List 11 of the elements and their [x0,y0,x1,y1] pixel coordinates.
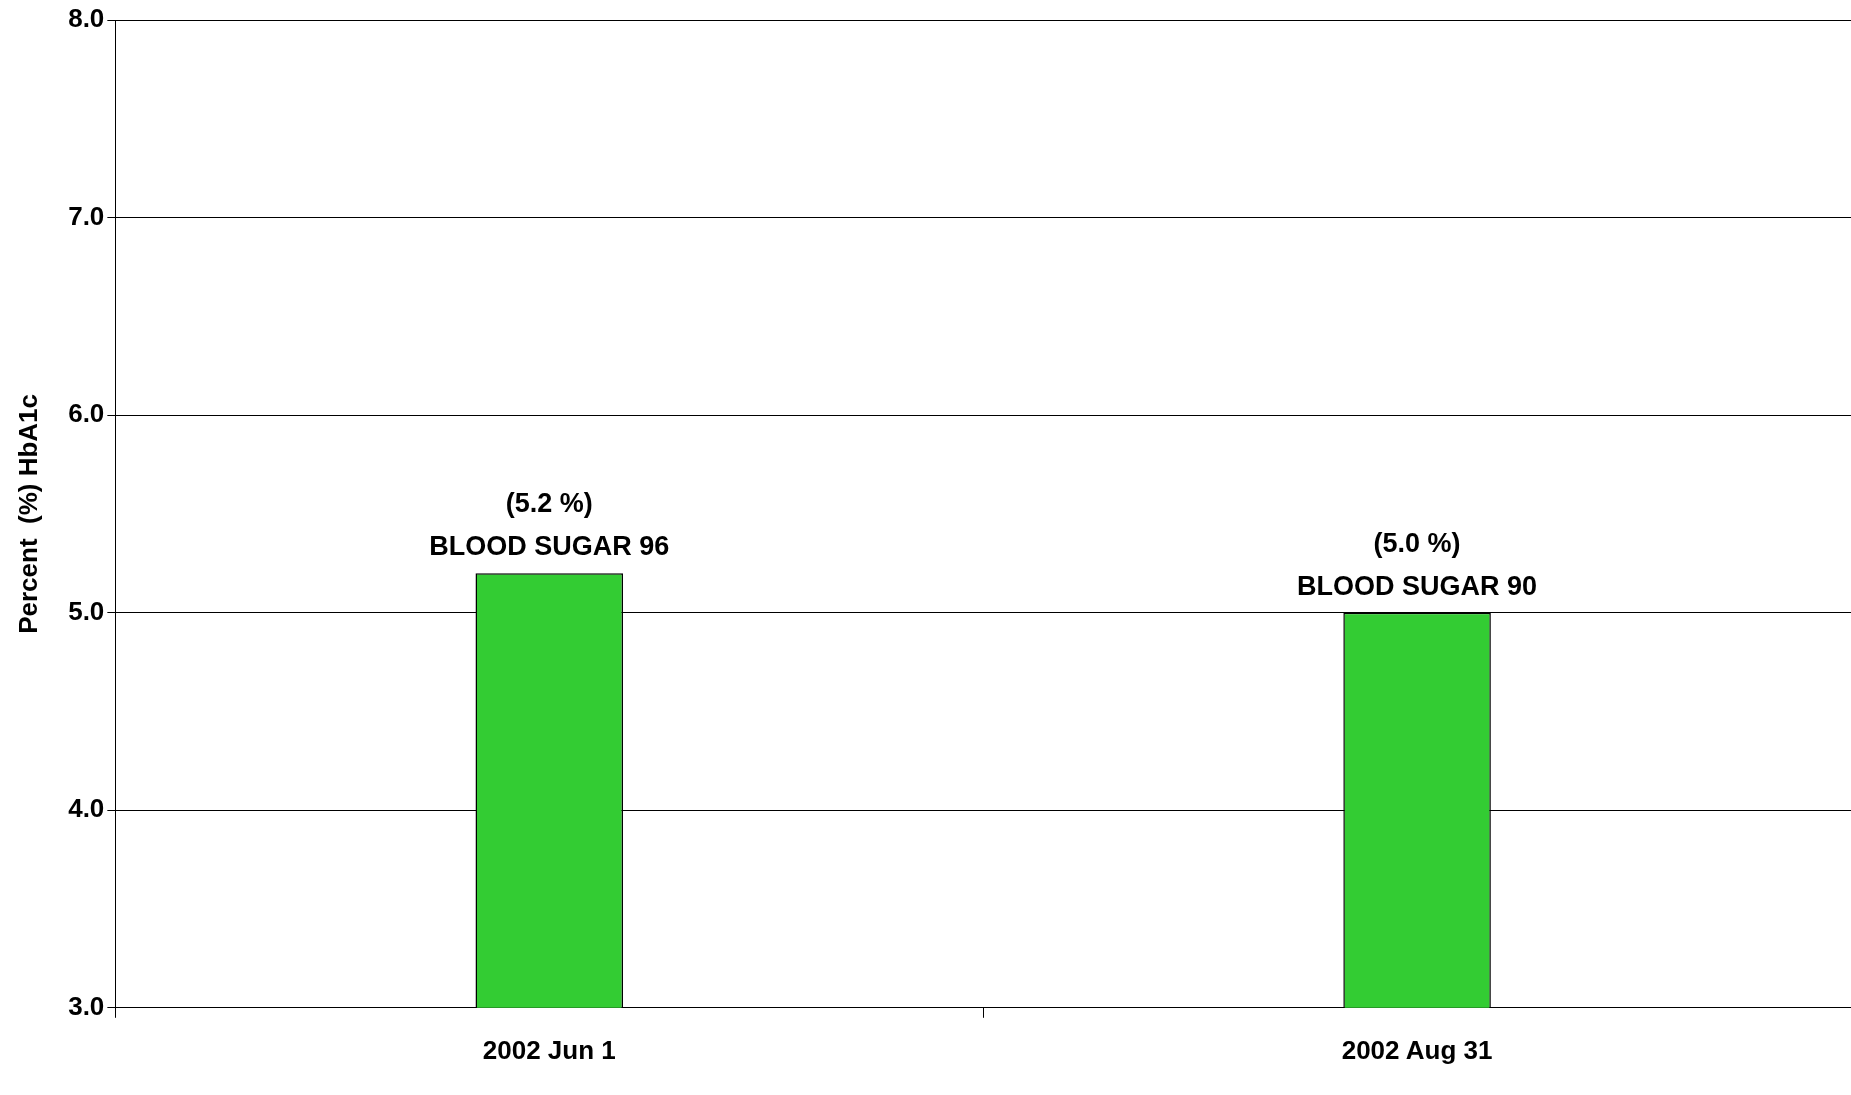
y-tick-label: 6.0 [68,398,105,429]
y-tick-label: 3.0 [68,990,105,1021]
y-tick-label: 8.0 [68,3,105,34]
y-tick-label: 5.0 [68,595,105,626]
x-tick-label: 2002 Jun 1 [482,1034,616,1065]
x-tick-label: 2002 Aug 31 [1341,1034,1493,1065]
y-tick-label: 4.0 [68,793,105,824]
y-axis-title: Percent (%) HbA1c [12,393,43,634]
data-label: (5.0 %) BLOOD SUGAR 90 [1297,527,1538,601]
y-tick-label: 7.0 [68,200,105,231]
data-label: (5.2 %) BLOOD SUGAR 96 [429,488,670,562]
